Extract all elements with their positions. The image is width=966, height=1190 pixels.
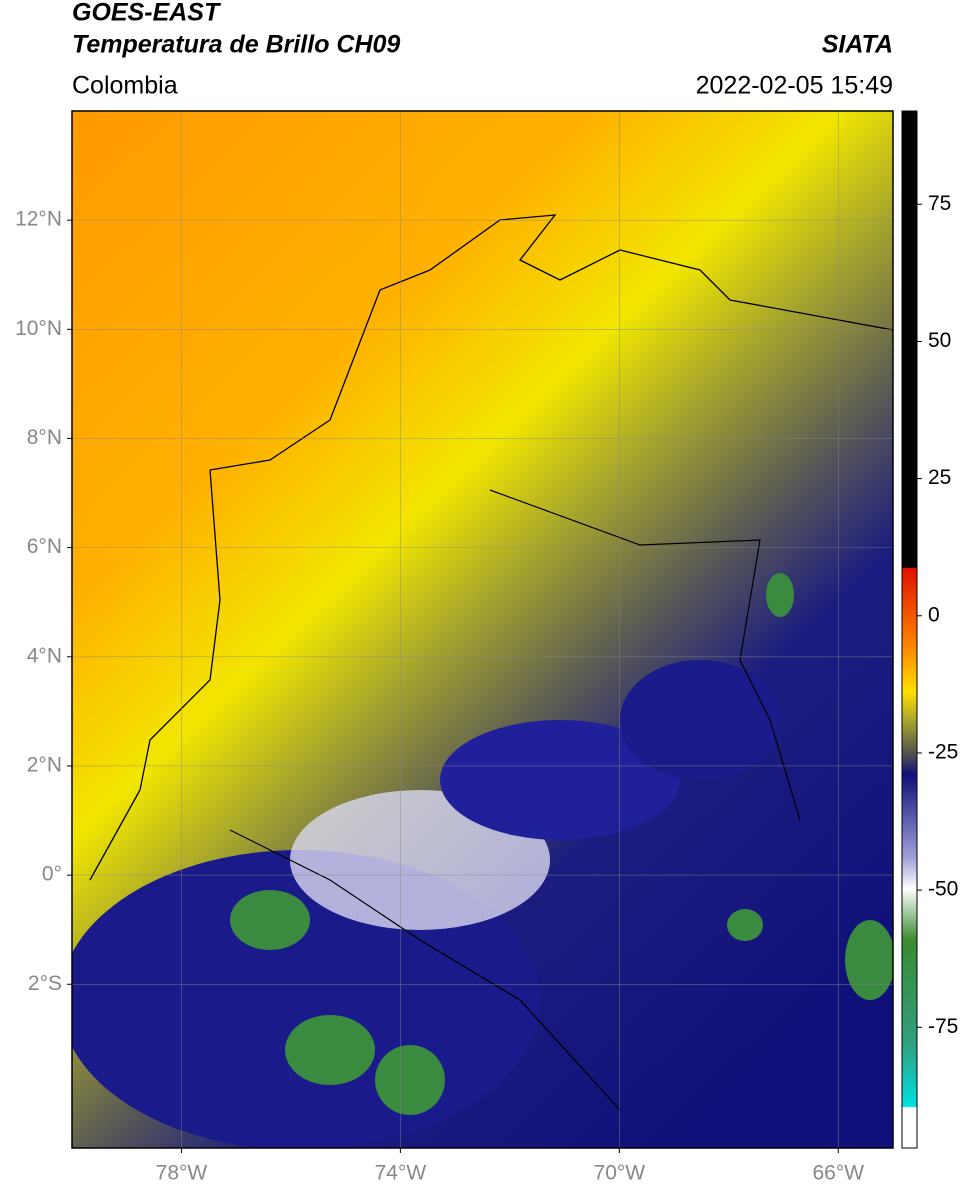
region: Colombia <box>72 72 178 100</box>
source: SIATA <box>822 31 893 59</box>
colorbar-tick-label: -50 <box>928 878 958 901</box>
y-tick-label: 2°N <box>27 753 62 776</box>
y-tick-label: 2°S <box>28 972 62 995</box>
colorbar-tick-label: 50 <box>928 329 951 352</box>
x-tick-label: 70°W <box>594 1162 646 1185</box>
grid <box>72 111 893 1148</box>
colorbar-tick-label: 25 <box>928 466 951 489</box>
y-tick-label: 10°N <box>15 317 62 340</box>
y-tick-label: 4°N <box>27 644 62 667</box>
map-frame <box>71 110 894 1149</box>
x-tick-label: 78°W <box>156 1162 208 1185</box>
satellite: GOES-EAST <box>72 0 222 27</box>
y-tick-label: 12°N <box>15 208 62 231</box>
colorbar <box>901 110 918 1149</box>
product: Temperatura de Brillo CH09 <box>72 31 400 59</box>
colorbar-tick-label: 75 <box>928 192 951 215</box>
datetime: 2022-02-05 15:49 <box>696 72 893 100</box>
y-tick-label: 8°N <box>27 426 62 449</box>
colorbar-tick-label: -75 <box>928 1015 958 1038</box>
x-tick-label: 66°W <box>812 1162 864 1185</box>
x-tick-label: 74°W <box>375 1162 427 1185</box>
colorbar-tick-label: -25 <box>928 740 958 763</box>
colorbar-tick-label: 0 <box>928 603 940 626</box>
imagery <box>72 111 893 1148</box>
y-tick-label: 6°N <box>27 535 62 558</box>
y-tick-label: 0° <box>42 863 62 886</box>
